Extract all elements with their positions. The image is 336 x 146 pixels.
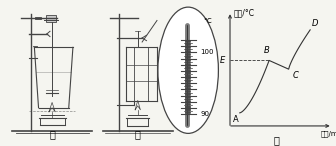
Text: B: B	[263, 46, 269, 55]
Text: 90: 90	[200, 111, 209, 117]
Text: 丙: 丙	[274, 135, 280, 145]
Text: E: E	[220, 56, 225, 65]
Text: 温度/°C: 温度/°C	[234, 8, 255, 17]
Text: 时间/min: 时间/min	[321, 130, 336, 137]
Text: 甲: 甲	[49, 129, 55, 139]
Text: ℃: ℃	[203, 18, 211, 24]
Text: D: D	[312, 19, 319, 28]
Text: 乙: 乙	[135, 129, 141, 139]
Text: A: A	[233, 115, 239, 124]
Text: C: C	[293, 71, 298, 80]
Text: 100: 100	[200, 49, 214, 55]
Bar	[46, 15, 56, 22]
Ellipse shape	[158, 7, 218, 133]
